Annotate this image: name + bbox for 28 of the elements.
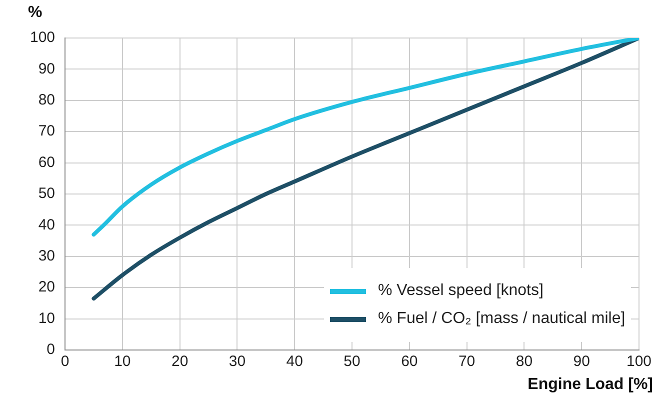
y-tick-label: 100 [30,29,56,46]
x-tick-label: 20 [171,353,188,370]
x-tick-label: 80 [516,353,533,370]
x-tick-label: 0 [60,353,70,370]
legend-label: % Fuel / CO₂ [mass / nautical mile] [378,310,626,328]
x-tick-label: 30 [228,353,246,370]
line-series [92,38,639,237]
x-tick-label: 50 [344,353,360,370]
y-tick-label: 20 [38,278,56,296]
y-axis-title: % [28,4,42,22]
x-axis-title: Engine Load [%] [528,376,653,394]
line-series [92,38,639,301]
y-tick-label: 60 [38,154,56,171]
y-tick-label: 50 [38,185,56,202]
y-tick-label: 10 [38,310,56,327]
x-tick-label: 90 [573,353,590,370]
y-tick-label: 70 [38,122,56,140]
x-tick-label: 100 [626,353,652,370]
y-tick-label: 40 [38,216,56,234]
x-tick-label: 70 [458,353,476,370]
legend-label: % Vessel speed [knots] [378,282,544,300]
y-tick-label: 0 [46,341,56,358]
y-tick-label: 80 [38,92,56,109]
y-tick-label: 30 [38,248,56,265]
x-tick-label: 40 [286,353,303,370]
x-tick-label: 10 [114,353,131,370]
y-tick-label: 90 [38,60,56,78]
x-tick-label: 60 [401,353,418,370]
